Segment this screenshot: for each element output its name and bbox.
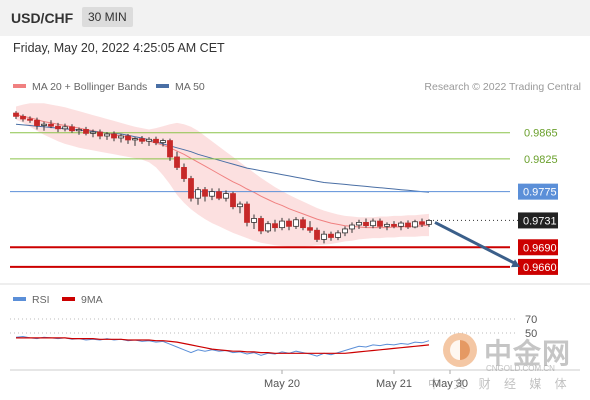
candle-13 [104, 132, 110, 140]
level-label-4: 0.9690 [523, 242, 557, 254]
candle-23 [174, 151, 180, 171]
candle-17 [132, 137, 138, 146]
candle-41 [300, 217, 306, 231]
level-tag-2 [518, 183, 558, 200]
candle-28 [209, 188, 215, 201]
candle-26 [195, 187, 201, 205]
watermark-url: CNGOLD.COM.CN [486, 364, 555, 373]
candle-34 [251, 214, 257, 229]
legend-swatch-ma50 [156, 84, 169, 88]
legend-swatch-rsi-ma [62, 297, 75, 301]
candle-39 [286, 218, 292, 231]
candle-53 [384, 222, 390, 231]
legend-swatch-rsi [13, 297, 26, 301]
legend-rsi-label: RSI [32, 294, 50, 306]
candle-18 [139, 136, 145, 144]
candle-7 [62, 123, 68, 132]
candle-51 [370, 218, 376, 229]
candle-33 [244, 201, 250, 227]
level-tag-5 [518, 258, 558, 275]
legend-rsi-ma-label: 9MA [81, 294, 103, 306]
candle-10 [83, 126, 89, 136]
projection-arrow-head [511, 259, 520, 268]
legend-ma50-label: MA 50 [175, 81, 205, 93]
bollinger-band [16, 103, 429, 247]
rsi-line [15, 335, 430, 357]
candle-44 [321, 230, 327, 244]
candle-47 [342, 226, 348, 237]
candle-6 [55, 122, 61, 133]
candle-40 [293, 217, 299, 229]
candle-2 [27, 116, 33, 123]
candle-58 [419, 218, 425, 227]
candle-50 [363, 218, 369, 228]
level-label-1: 0.9825 [524, 154, 558, 166]
candle-4 [41, 121, 47, 131]
candle-11 [90, 129, 96, 138]
candle-27 [202, 187, 208, 202]
candle-21 [160, 138, 166, 147]
rsi-tick-0: 70 [525, 314, 537, 326]
candle-46 [335, 230, 341, 241]
candle-25 [188, 175, 194, 202]
candle-5 [48, 120, 54, 129]
candle-55 [398, 221, 404, 231]
watermark-name: 中金网 [484, 337, 572, 370]
candle-0 [13, 111, 19, 119]
legend-ma20-label: MA 20 + Bollinger Bands [32, 81, 147, 93]
candle-14 [111, 131, 117, 142]
candle-35 [258, 215, 264, 235]
credit-text: Research © 2022 Trading Central [424, 81, 581, 93]
candle-37 [272, 219, 278, 232]
candle-1 [20, 114, 26, 122]
candle-16 [125, 134, 131, 144]
candle-3 [34, 117, 40, 130]
level-label-2: 0.9775 [523, 187, 557, 199]
timeframe-button[interactable]: 30 MIN [82, 7, 133, 27]
x-label-2: May 30 [432, 378, 468, 390]
candle-24 [181, 163, 187, 182]
candle-32 [237, 201, 243, 214]
level-label-3: 0.9731 [523, 215, 557, 227]
candle-9 [76, 127, 82, 135]
watermark-tagline: 中 文 财 经 媒 体 [428, 377, 572, 391]
projection-arrow [434, 221, 515, 265]
candle-52 [377, 218, 383, 229]
candle-48 [349, 222, 355, 233]
candle-29 [216, 188, 222, 201]
candle-19 [146, 137, 152, 146]
candle-8 [69, 124, 75, 133]
candle-36 [265, 221, 271, 233]
candle-12 [97, 129, 103, 140]
candle-56 [405, 220, 411, 229]
level-tag-3 [518, 212, 558, 229]
rsi-ma-line [16, 337, 430, 354]
candle-30 [223, 190, 229, 202]
candle-49 [356, 219, 362, 229]
candle-45 [328, 231, 334, 241]
rsi-tick-1: 50 [525, 328, 537, 340]
candle-42 [307, 221, 313, 233]
level-label-0: 0.9865 [524, 128, 558, 140]
x-label-1: May 21 [376, 378, 412, 390]
candle-15 [118, 134, 124, 143]
chart-datetime: Friday, May 20, 2022 4:25:05 AM CET [13, 41, 225, 55]
x-label-0: May 20 [264, 378, 300, 390]
cngold-logo-icon [443, 333, 477, 367]
candle-43 [314, 227, 320, 243]
chart-header: USD/CHF 30 MIN [0, 0, 590, 36]
level-label-5: 0.9660 [523, 262, 557, 274]
candle-20 [153, 136, 159, 146]
symbol-title: USD/CHF [11, 10, 74, 26]
level-tag-4 [518, 239, 558, 256]
candle-57 [412, 219, 418, 229]
candle-59 [426, 219, 432, 227]
candle-38 [279, 217, 285, 231]
legend-swatch-ma20 [13, 84, 26, 88]
candle-31 [230, 191, 236, 210]
candle-22 [167, 138, 173, 161]
candle-54 [391, 221, 397, 229]
